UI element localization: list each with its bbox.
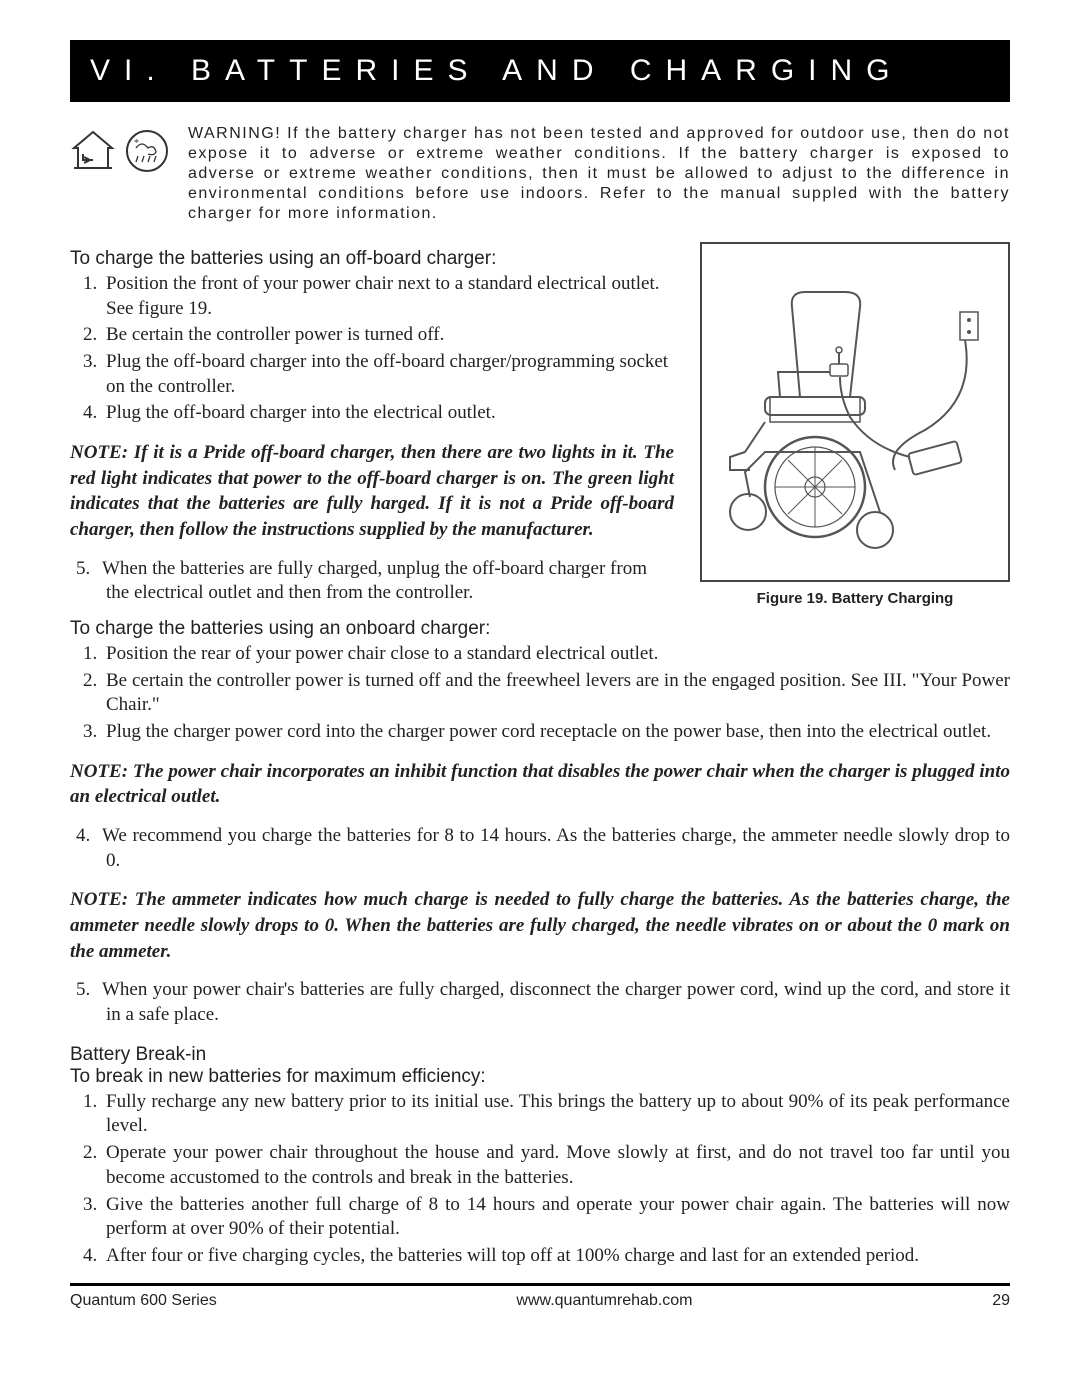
footer-right: 29 xyxy=(992,1292,1010,1310)
svg-text:*: * xyxy=(134,138,139,149)
list-item: Fully recharge any new battery prior to … xyxy=(102,1090,1010,1139)
warning-text: WARNING! If the battery charger has not … xyxy=(188,124,1010,224)
list-item: Position the rear of your power chair cl… xyxy=(102,642,1010,667)
figure-caption: Figure 19. Battery Charging xyxy=(757,590,954,607)
figure-frame xyxy=(700,242,1010,582)
breakin-list: Fully recharge any new battery prior to … xyxy=(70,1090,1010,1269)
list-item: Plug the charger power cord into the cha… xyxy=(102,720,1010,745)
footer-divider xyxy=(70,1283,1010,1286)
figure-19: Figure 19. Battery Charging xyxy=(700,242,1010,607)
offboard-list-a: Position the front of your power chair n… xyxy=(70,272,674,426)
onboard-list-b: We recommend you charge the batteries fo… xyxy=(70,824,1010,873)
list-item: Be certain the controller power is turne… xyxy=(102,669,1010,718)
breakin-title: Battery Break-in xyxy=(70,1044,1010,1066)
list-item: Give the batteries another full charge o… xyxy=(102,1193,1010,1242)
breakin-heading: To break in new batteries for maximum ef… xyxy=(70,1066,1010,1088)
house-icon xyxy=(70,128,116,179)
warning-icons: * xyxy=(70,128,170,179)
list-item: Position the front of your power chair n… xyxy=(102,272,674,321)
section-header: VI. BATTERIES AND CHARGING xyxy=(70,40,1010,102)
onboard-heading: To charge the batteries using an onboard… xyxy=(70,618,1010,640)
offboard-note: NOTE: If it is a Pride off-board charger… xyxy=(70,440,674,543)
weather-icon: * xyxy=(124,128,170,179)
footer-left: Quantum 600 Series xyxy=(70,1292,217,1310)
list-item: Operate your power chair throughout the … xyxy=(102,1141,1010,1190)
onboard-list-a: Position the rear of your power chair cl… xyxy=(70,642,1010,745)
page-footer: Quantum 600 Series www.quantumrehab.com … xyxy=(70,1292,1010,1310)
list-item: Be certain the controller power is turne… xyxy=(102,323,674,348)
warning-block: * WARNING! If the battery charger has no… xyxy=(70,124,1010,224)
list-item: When your power chair's batteries are fu… xyxy=(102,978,1010,1027)
footer-center: www.quantumrehab.com xyxy=(516,1292,692,1310)
list-item: Plug the off-board charger into the elec… xyxy=(102,401,674,426)
onboard-list-c: When your power chair's batteries are fu… xyxy=(70,978,1010,1027)
onboard-note-2: NOTE: The ammeter indicates how much cha… xyxy=(70,887,1010,964)
onboard-note-1: NOTE: The power chair incorporates an in… xyxy=(70,759,1010,810)
list-item: When the batteries are fully charged, un… xyxy=(102,557,674,606)
list-item: Plug the off-board charger into the off-… xyxy=(102,350,674,399)
offboard-heading: To charge the batteries using an off-boa… xyxy=(70,248,674,270)
list-item: We recommend you charge the batteries fo… xyxy=(102,824,1010,873)
offboard-list-b: When the batteries are fully charged, un… xyxy=(70,557,674,606)
list-item: After four or five charging cycles, the … xyxy=(102,1244,1010,1269)
wheelchair-illustration xyxy=(710,252,1000,572)
